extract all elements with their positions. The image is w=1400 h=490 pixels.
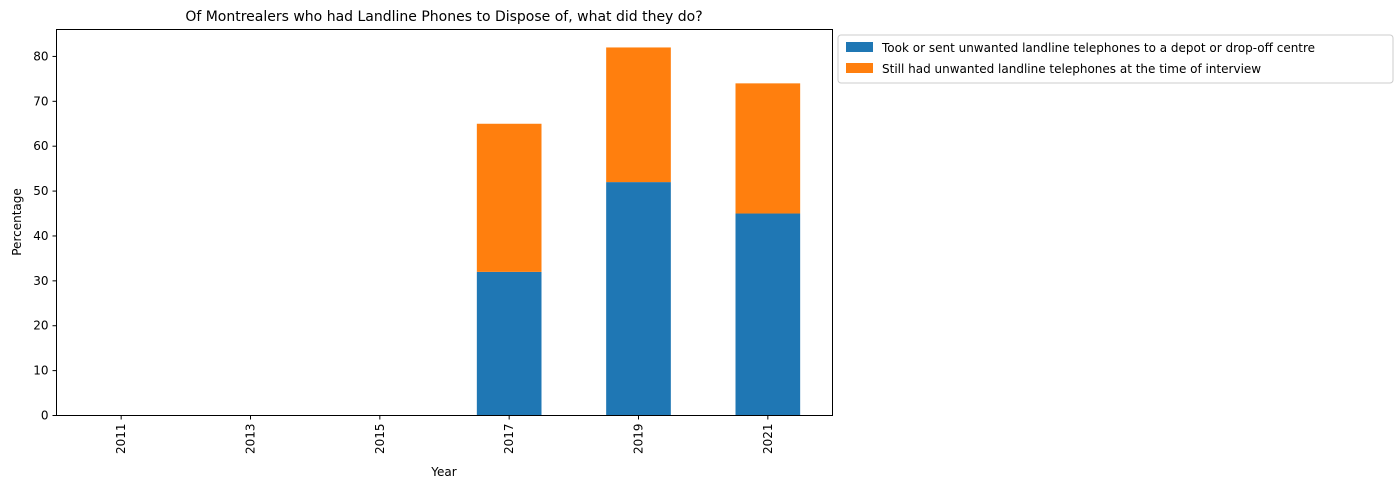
legend: Took or sent unwanted landline telephone… — [837, 34, 1394, 84]
y-tick-label-50: 50 — [33, 184, 48, 198]
x-tick-label-2011: 2011 — [114, 424, 128, 455]
y-tick-label-70: 70 — [33, 94, 48, 108]
y-axis-label: Percentage — [10, 188, 24, 256]
legend-swatch-0 — [846, 42, 873, 52]
y-tick-label-40: 40 — [33, 229, 48, 243]
x-tick-label-2013: 2013 — [244, 424, 258, 455]
bar-2021-series-1 — [735, 83, 801, 214]
y-tick-label-10: 10 — [33, 364, 48, 378]
y-tick-label-80: 80 — [33, 49, 48, 63]
y-tick-label-0: 0 — [41, 409, 49, 423]
bar-2019-series-1 — [606, 47, 671, 183]
x-tick-label-2019: 2019 — [632, 424, 646, 455]
x-axis: 2011 2013 2015 2017 2019 2021 — [114, 415, 775, 455]
plot-frame — [56, 29, 833, 416]
legend-label-1: Still had unwanted landline telephones a… — [882, 62, 1261, 76]
bar-2019-series-0 — [606, 182, 671, 416]
bar-2017-series-1 — [476, 123, 542, 272]
bars-layer — [476, 47, 801, 416]
bar-2021-series-0 — [735, 213, 801, 416]
legend-box — [837, 34, 1394, 84]
y-tick-label-30: 30 — [33, 274, 48, 288]
y-axis: 0 10 20 30 40 50 60 70 80 — [33, 49, 57, 423]
x-axis-label: Year — [430, 465, 456, 479]
x-tick-label-2021: 2021 — [761, 424, 775, 455]
legend-label-0: Took or sent unwanted landline telephone… — [881, 41, 1315, 55]
legend-swatch-1 — [846, 63, 873, 73]
x-tick-label-2017: 2017 — [502, 424, 516, 455]
chart-title: Of Montrealers who had Landline Phones t… — [185, 9, 702, 25]
y-tick-label-20: 20 — [33, 319, 48, 333]
x-tick-label-2015: 2015 — [373, 424, 387, 455]
y-tick-label-60: 60 — [33, 139, 48, 153]
bar-2017-series-0 — [476, 271, 542, 416]
